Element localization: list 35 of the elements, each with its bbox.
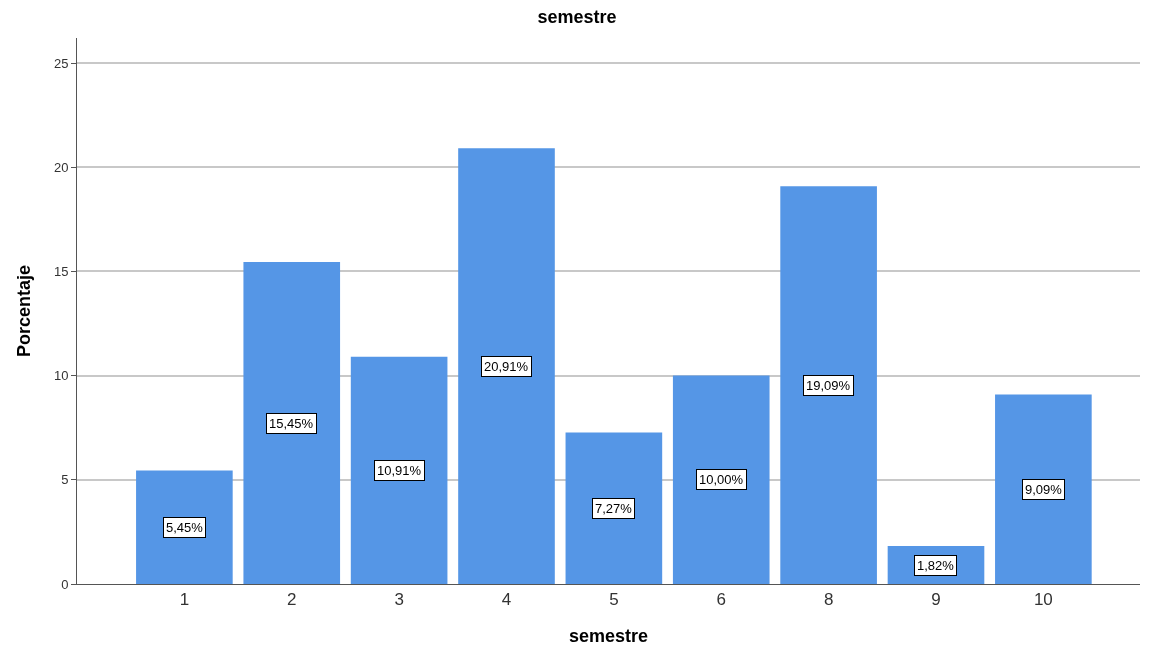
data-label: 19,09% xyxy=(806,378,851,393)
bar xyxy=(565,432,663,584)
y-axis-title: Porcentaje xyxy=(14,264,35,358)
data-label: 10,91% xyxy=(377,463,422,478)
y-tick-label: 10 xyxy=(53,368,69,384)
y-tick-label: 5 xyxy=(61,472,69,488)
x-tick-label: 4 xyxy=(501,590,512,610)
y-tick-label: 15 xyxy=(53,263,69,279)
x-tick-label: 8 xyxy=(823,590,834,610)
data-label: 10,00% xyxy=(699,472,744,487)
data-label: 20,91% xyxy=(484,359,529,374)
x-tick-label: 2 xyxy=(287,590,297,610)
bar xyxy=(243,262,341,584)
x-tick-label: 5 xyxy=(609,590,619,610)
y-tick-label: 25 xyxy=(53,55,69,71)
x-tick-label: 6 xyxy=(716,590,726,610)
x-axis-title: semestre xyxy=(568,625,649,646)
data-label: 15,45% xyxy=(269,416,314,431)
data-label: 7,27% xyxy=(595,501,633,516)
x-tick-label: 3 xyxy=(394,590,404,610)
data-label: 1,82% xyxy=(917,558,955,573)
bar xyxy=(350,356,448,584)
bar xyxy=(780,186,877,584)
bar xyxy=(672,375,770,584)
bar xyxy=(995,394,1092,584)
x-tick-label: 1 xyxy=(179,590,190,610)
y-tick-label: 0 xyxy=(61,576,69,592)
bar xyxy=(136,470,233,584)
y-tick-label: 20 xyxy=(53,159,69,175)
x-tick-label: 10 xyxy=(1033,590,1053,610)
data-label: 5,45% xyxy=(166,520,204,535)
chart-title: semestre xyxy=(537,6,617,27)
data-label: 9,09% xyxy=(1025,482,1063,497)
x-tick-label: 9 xyxy=(931,590,941,610)
bar xyxy=(458,148,555,584)
